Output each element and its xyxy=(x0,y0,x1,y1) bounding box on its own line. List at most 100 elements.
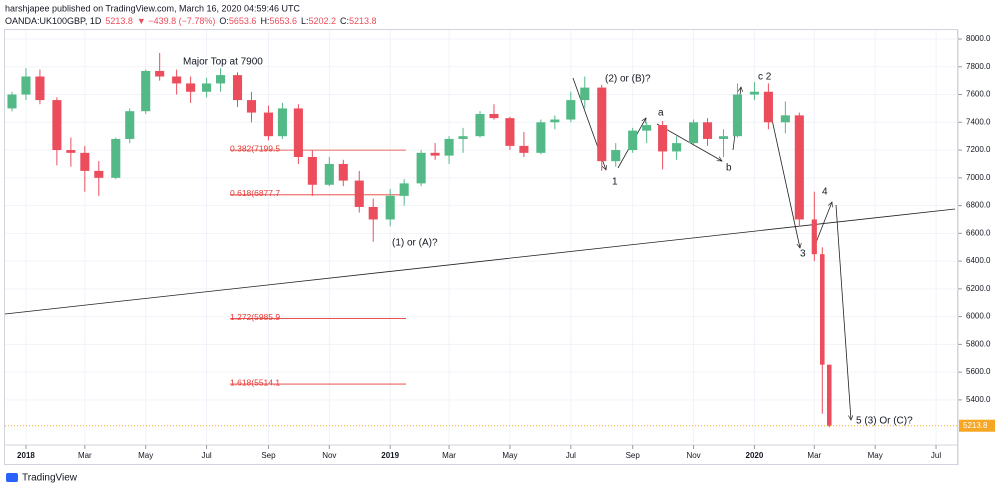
candle-body xyxy=(475,113,485,137)
y-tick-label: 7000.0 xyxy=(966,173,991,182)
x-tick-label: Mar xyxy=(78,451,92,460)
candle-body xyxy=(642,125,652,131)
y-tick-label: 7200.0 xyxy=(966,145,991,154)
candle-body xyxy=(718,136,729,139)
candle-body xyxy=(566,100,576,120)
x-tick-label: Sep xyxy=(261,451,276,460)
candle-body xyxy=(702,122,713,139)
x-tick-label: Jul xyxy=(566,451,576,460)
last-price-box xyxy=(959,419,995,432)
candle-body xyxy=(202,83,212,92)
candle-body xyxy=(672,143,682,152)
candle-body xyxy=(611,150,621,162)
annotation: 1 xyxy=(612,177,618,188)
candle-body xyxy=(141,70,151,112)
y-tick-label: 6400.0 xyxy=(966,256,991,265)
y-tick-label: 7400.0 xyxy=(966,117,991,126)
y-tick-label: 5600.0 xyxy=(966,367,991,376)
candle-body xyxy=(689,122,699,144)
candle-body xyxy=(172,76,182,84)
candle-body xyxy=(597,87,607,162)
candle-body xyxy=(7,94,17,109)
candle-body xyxy=(489,113,499,119)
candle-body xyxy=(186,83,196,92)
candle-body xyxy=(263,112,273,137)
y-tick-label: 7800.0 xyxy=(966,62,991,71)
candle-body xyxy=(399,183,409,196)
publisher: harshjapee published on TradingView.com,… xyxy=(5,3,301,13)
x-tick-label: Mar xyxy=(807,451,821,460)
arrow xyxy=(835,204,851,420)
candle-body xyxy=(444,138,454,156)
y-tick-label: 5800.0 xyxy=(966,339,991,348)
x-tick-label: 2018 xyxy=(17,451,35,460)
ohlc-label: H: xyxy=(260,16,269,26)
ohlc-label: L: xyxy=(301,16,309,26)
candle-body xyxy=(749,91,759,95)
x-tick-label: Jul xyxy=(931,451,941,460)
x-tick-label: 2019 xyxy=(381,451,399,460)
y-tick-label: 7600.0 xyxy=(966,90,991,99)
candle-body xyxy=(35,76,45,101)
x-tick-label: Sep xyxy=(626,451,641,460)
candle-body xyxy=(658,125,668,152)
candle-body xyxy=(519,145,529,153)
candle-body xyxy=(277,108,287,137)
candle-body xyxy=(536,122,546,153)
annotation: a xyxy=(658,108,664,119)
y-tick-label: 5400.0 xyxy=(966,395,991,404)
change: ▼ −439.8 (−7.78%) xyxy=(137,16,215,26)
x-tick-label: Mar xyxy=(442,451,456,460)
annotation: (2) or (B)? xyxy=(605,74,651,85)
y-tick-label: 8000.0 xyxy=(966,34,991,43)
candle-body xyxy=(21,76,31,95)
annotation: (1) or (A)? xyxy=(392,238,438,249)
candle-body xyxy=(368,206,378,220)
candle-body xyxy=(338,163,348,181)
candle-body xyxy=(780,115,790,123)
candle-body xyxy=(628,130,638,151)
candle-body xyxy=(324,163,334,185)
annotation: 3 xyxy=(800,249,806,260)
candle-body xyxy=(232,75,243,101)
candle-body xyxy=(293,108,303,157)
candle-body xyxy=(505,118,515,146)
arrow xyxy=(814,202,832,246)
candle-body xyxy=(580,87,590,101)
brand: TradingView xyxy=(22,473,78,484)
candle-body xyxy=(155,70,165,77)
ohlc-value: 5213.8 xyxy=(349,16,377,26)
annotation: 4 xyxy=(822,187,828,198)
candle-body xyxy=(732,94,743,137)
candle-body xyxy=(94,170,104,178)
ohlc-value: 5653.6 xyxy=(229,16,257,26)
footer: TradingView xyxy=(6,473,78,484)
candle-body xyxy=(111,138,121,178)
x-tick-label: May xyxy=(138,451,153,460)
x-tick-label: 2020 xyxy=(746,451,764,460)
y-tick-label: 6600.0 xyxy=(966,228,991,237)
candle-body xyxy=(80,152,90,171)
candle-body xyxy=(550,119,560,123)
candle-body xyxy=(216,75,226,84)
ohlc-value: 5202.2 xyxy=(308,16,336,26)
y-tick-label: 6000.0 xyxy=(966,312,991,321)
fib-label: 0.618(6877.7 xyxy=(230,188,280,198)
candle-body xyxy=(52,100,62,151)
x-tick-label: May xyxy=(502,451,517,460)
candle-body xyxy=(826,364,832,426)
candle-body xyxy=(307,156,317,185)
annotation: b xyxy=(726,163,732,174)
annotation: 5 (3) Or (C)? xyxy=(856,416,913,427)
candle-body xyxy=(385,195,395,220)
candle-body xyxy=(246,100,257,113)
symbol-line: OANDA:UK100GBP, 1D 5213.8 ▼ −439.8 (−7.78%… xyxy=(5,16,377,26)
candle-body xyxy=(66,150,76,153)
fib-label: 1.618(5514.1 xyxy=(230,377,280,387)
fib-label: 1.272(5985.9 xyxy=(230,312,280,322)
candle-body xyxy=(820,254,825,365)
ohlc-label: C: xyxy=(340,16,349,26)
last-price: 5213.8 xyxy=(105,16,133,26)
x-tick-label: May xyxy=(868,451,883,460)
